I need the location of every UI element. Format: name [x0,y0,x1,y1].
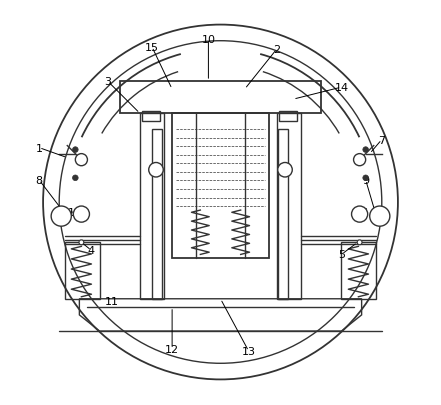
Text: 10: 10 [202,34,215,45]
Bar [152,130,162,299]
Text: 17: 17 [68,208,82,217]
Circle shape [51,207,71,227]
Bar [278,130,288,299]
Circle shape [363,147,369,153]
Circle shape [278,163,292,177]
Text: 16: 16 [355,208,369,217]
Text: 3: 3 [104,77,111,87]
Text: 15: 15 [145,43,159,53]
Circle shape [351,207,368,223]
Text: 14: 14 [334,83,348,93]
Bar [120,82,321,114]
Bar [172,114,269,259]
Circle shape [72,175,78,181]
Text: 7: 7 [378,135,385,145]
Bar [140,114,164,299]
Bar [341,243,376,299]
Circle shape [357,240,362,245]
Circle shape [79,240,84,245]
Bar [142,112,160,122]
Text: 5: 5 [338,250,345,260]
Text: 11: 11 [105,296,119,306]
Text: 4: 4 [88,246,95,256]
Bar [279,112,297,122]
Circle shape [72,147,78,153]
Circle shape [149,163,163,177]
Circle shape [370,207,390,227]
Text: 13: 13 [242,346,256,356]
Bar [277,114,301,299]
Circle shape [354,154,366,166]
Bar [65,243,100,299]
Circle shape [73,207,90,223]
Circle shape [75,154,87,166]
Text: 2: 2 [273,45,280,55]
Text: 12: 12 [165,344,179,354]
Text: 1: 1 [36,143,42,153]
Text: 8: 8 [35,175,43,185]
Circle shape [363,175,369,181]
Text: 9: 9 [362,175,369,185]
